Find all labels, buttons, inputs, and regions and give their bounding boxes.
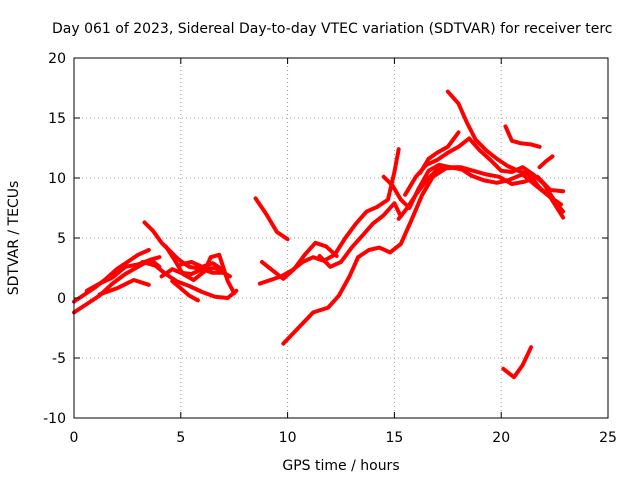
- x-tick-label: 5: [176, 430, 185, 446]
- series-line-sat-c: [84, 257, 162, 293]
- series-line-sat-r: [396, 165, 465, 221]
- y-tick-label: -5: [52, 351, 66, 367]
- y-tick-label: -10: [43, 411, 66, 427]
- y-tick-label: 20: [48, 51, 66, 67]
- series-line-sat-a: [72, 248, 151, 304]
- chart-ticks: [73, 57, 609, 419]
- series-line-sat-v: [537, 154, 555, 170]
- series-line-sat-n: [281, 165, 566, 346]
- y-axis-label: SDTVAR / TECUs: [6, 181, 22, 296]
- series-line-sat-m: [260, 240, 339, 281]
- y-tick-label: 0: [57, 291, 66, 307]
- series-line-sat-i: [178, 260, 226, 273]
- series-line-sat-j: [170, 279, 200, 303]
- series-line-sat-k: [253, 196, 290, 242]
- x-tick-label: 25: [599, 430, 617, 446]
- series-line-sat-t: [445, 89, 563, 207]
- x-tick-label: 20: [492, 430, 510, 446]
- y-tick-labels: -10 -5 0 5 10 15 20: [43, 51, 66, 427]
- x-tick-label: 10: [279, 430, 297, 446]
- series-line-sat-f: [140, 260, 239, 300]
- x-tick-label: 0: [70, 430, 79, 446]
- y-tick-label: 5: [57, 231, 66, 247]
- x-tick-labels: 0 5 10 15 20 25: [70, 430, 617, 446]
- series-line-sat-s: [418, 130, 461, 176]
- series-line-sat-o: [317, 201, 403, 269]
- x-tick-label: 15: [385, 430, 403, 446]
- series-line-sat-u: [503, 124, 542, 149]
- series-line-sat-d: [97, 278, 151, 297]
- chart-title: Day 061 of 2023, Sidereal Day-to-day VTE…: [52, 21, 612, 37]
- x-axis-label: GPS time / hours: [282, 458, 399, 474]
- series-line-sat-q: [403, 136, 566, 214]
- series-line-sat-h: [159, 267, 232, 279]
- series-line-sat-e: [142, 220, 226, 274]
- y-tick-label: 15: [48, 111, 66, 127]
- chart-grid: [74, 58, 608, 418]
- chart-traces: [72, 89, 566, 380]
- y-tick-label: 10: [48, 171, 66, 187]
- series-line-sat-w: [501, 345, 534, 380]
